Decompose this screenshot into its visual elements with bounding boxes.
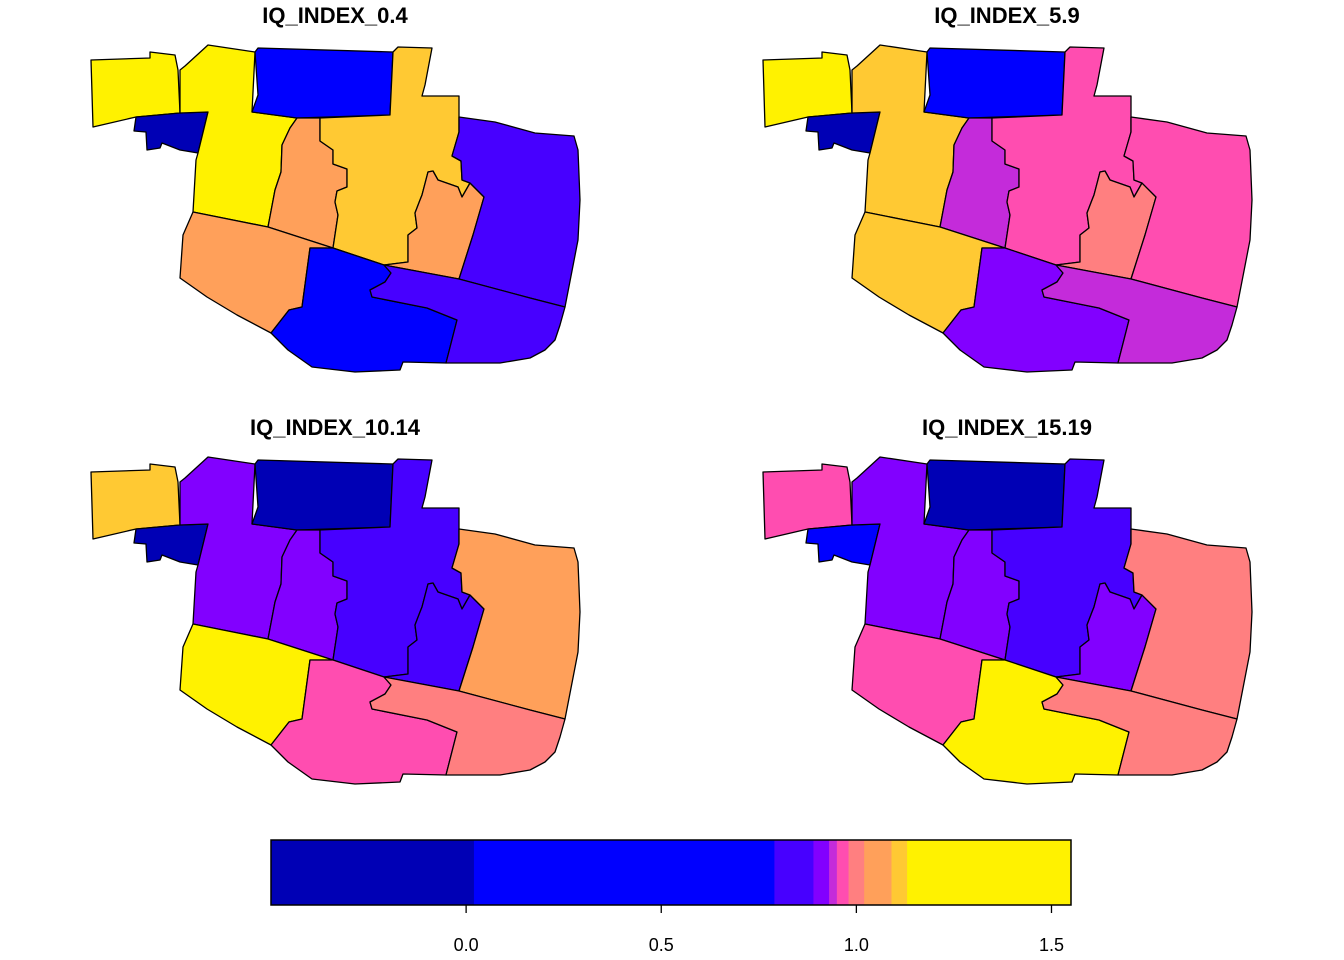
region-east <box>451 528 581 720</box>
legend-bands <box>271 840 1072 905</box>
legend-band-10 <box>907 840 1072 905</box>
legend-band-4 <box>813 840 830 905</box>
map-panel-4: IQ_INDEX_15.19 <box>762 415 1253 785</box>
legend-band-2 <box>473 840 775 905</box>
map-panels: IQ_INDEX_0.4 IQ_INDEX_5.9 IQ_INDEX_10.14 IQ… <box>90 3 1253 785</box>
region-north-center <box>251 47 394 119</box>
legend-band-1 <box>271 840 475 905</box>
panel-title: IQ_INDEX_15.19 <box>922 415 1092 440</box>
region-sw-notch <box>133 111 209 154</box>
color-legend: 0.0 0.5 1.0 1.5 <box>270 839 1072 955</box>
legend-tick-label: 0.0 <box>454 935 479 955</box>
map-panel-2: IQ_INDEX_5.9 <box>762 3 1253 373</box>
panel-title: IQ_INDEX_5.9 <box>934 3 1080 28</box>
region-sw-notch <box>805 523 881 566</box>
legend-ticks: 0.0 0.5 1.0 1.5 <box>454 905 1064 955</box>
map-regions <box>762 44 1253 373</box>
region-nw-strip <box>90 51 181 128</box>
legend-tick-label: 1.5 <box>1039 935 1064 955</box>
region-north-center <box>251 459 394 531</box>
region-east <box>451 116 581 308</box>
panel-title: IQ_INDEX_10.14 <box>250 415 421 440</box>
map-regions <box>90 456 581 785</box>
region-nw-strip <box>762 463 853 540</box>
legend-band-5 <box>829 840 838 905</box>
legend-band-9 <box>891 840 908 905</box>
legend-tick-label: 0.5 <box>649 935 674 955</box>
region-southeast <box>1041 676 1238 776</box>
region-north-center <box>923 459 1066 531</box>
legend-tick-label: 1.0 <box>844 935 869 955</box>
region-southeast <box>369 264 566 364</box>
region-sw-notch <box>805 111 881 154</box>
map-regions <box>762 456 1253 785</box>
region-southeast <box>1041 264 1238 364</box>
legend-band-7 <box>848 840 865 905</box>
legend-frame <box>270 839 1072 906</box>
region-southeast <box>369 676 566 776</box>
legend-band-6 <box>836 840 850 905</box>
region-nw-strip <box>90 463 181 540</box>
region-nw-strip <box>762 51 853 128</box>
panel-title: IQ_INDEX_0.4 <box>262 3 408 28</box>
region-sw-notch <box>133 523 209 566</box>
map-panel-1: IQ_INDEX_0.4 <box>90 3 581 373</box>
legend-band-3 <box>774 840 814 905</box>
region-east <box>1123 116 1253 308</box>
region-east <box>1123 528 1253 720</box>
map-regions <box>90 44 581 373</box>
map-panel-3: IQ_INDEX_10.14 <box>90 415 581 785</box>
legend-band-8 <box>864 840 892 905</box>
region-north-center <box>923 47 1066 119</box>
